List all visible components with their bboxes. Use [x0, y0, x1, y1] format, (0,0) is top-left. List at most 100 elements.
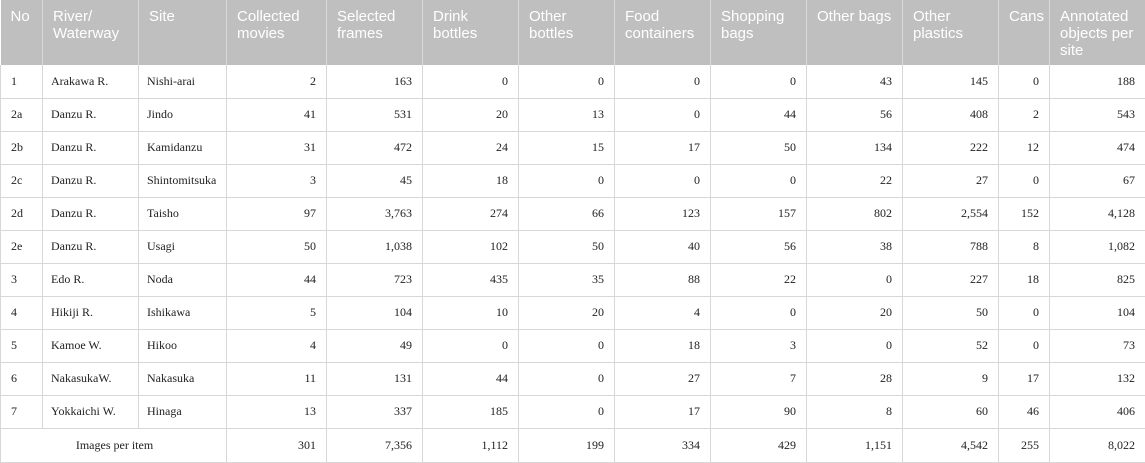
header-river: River/ Waterway [43, 0, 139, 65]
cell-cans: 46 [999, 395, 1050, 428]
cell-collected-movies: 11 [227, 362, 327, 395]
cell-other-bottles: 20 [519, 296, 615, 329]
cell-selected-frames: 45 [327, 164, 423, 197]
cell-selected-frames: 472 [327, 131, 423, 164]
cell-river: Kamoe W. [43, 329, 139, 362]
total-selected-frames: 7,356 [327, 428, 423, 462]
header-row: No River/ Waterway Site Collected movies… [1, 0, 1145, 65]
cell-other-plastics: 145 [903, 65, 999, 98]
cell-selected-frames: 3,763 [327, 197, 423, 230]
cell-food-containers: 18 [615, 329, 711, 362]
cell-drink-bottles: 435 [423, 263, 519, 296]
cell-drink-bottles: 20 [423, 98, 519, 131]
cell-other-bottles: 0 [519, 164, 615, 197]
cell-other-bags: 0 [807, 329, 903, 362]
cell-cans: 18 [999, 263, 1050, 296]
cell-collected-movies: 3 [227, 164, 327, 197]
cell-no: 4 [1, 296, 43, 329]
cell-no: 2a [1, 98, 43, 131]
header-collected-movies: Collected movies [227, 0, 327, 65]
cell-drink-bottles: 44 [423, 362, 519, 395]
cell-site: Nakasuka [139, 362, 227, 395]
header-other-bags: Other bags [807, 0, 903, 65]
cell-other-plastics: 9 [903, 362, 999, 395]
cell-collected-movies: 44 [227, 263, 327, 296]
cell-no: 5 [1, 329, 43, 362]
total-annotated-objects: 8,022 [1050, 428, 1145, 462]
cell-cans: 12 [999, 131, 1050, 164]
cell-no: 3 [1, 263, 43, 296]
cell-drink-bottles: 10 [423, 296, 519, 329]
cell-food-containers: 0 [615, 164, 711, 197]
cell-selected-frames: 131 [327, 362, 423, 395]
cell-site: Shintomitsuka [139, 164, 227, 197]
total-other-bottles: 199 [519, 428, 615, 462]
cell-other-plastics: 60 [903, 395, 999, 428]
cell-drink-bottles: 0 [423, 329, 519, 362]
cell-selected-frames: 49 [327, 329, 423, 362]
cell-selected-frames: 163 [327, 65, 423, 98]
cell-shopping-bags: 44 [711, 98, 807, 131]
cell-collected-movies: 50 [227, 230, 327, 263]
cell-selected-frames: 337 [327, 395, 423, 428]
cell-other-plastics: 2,554 [903, 197, 999, 230]
cell-collected-movies: 13 [227, 395, 327, 428]
cell-other-plastics: 52 [903, 329, 999, 362]
cell-drink-bottles: 274 [423, 197, 519, 230]
cell-annotated-objects: 543 [1050, 98, 1145, 131]
cell-shopping-bags: 50 [711, 131, 807, 164]
cell-river: Arakawa R. [43, 65, 139, 98]
cell-other-bags: 134 [807, 131, 903, 164]
cell-site: Hinaga [139, 395, 227, 428]
cell-food-containers: 4 [615, 296, 711, 329]
cell-annotated-objects: 825 [1050, 263, 1145, 296]
cell-other-plastics: 222 [903, 131, 999, 164]
cell-drink-bottles: 18 [423, 164, 519, 197]
cell-annotated-objects: 406 [1050, 395, 1145, 428]
header-shopping-bags: Shopping bags [711, 0, 807, 65]
cell-river: Danzu R. [43, 131, 139, 164]
cell-drink-bottles: 185 [423, 395, 519, 428]
cell-other-plastics: 408 [903, 98, 999, 131]
cell-river: Danzu R. [43, 197, 139, 230]
total-other-plastics: 4,542 [903, 428, 999, 462]
cell-drink-bottles: 102 [423, 230, 519, 263]
cell-shopping-bags: 0 [711, 65, 807, 98]
cell-food-containers: 0 [615, 65, 711, 98]
cell-site: Nishi-arai [139, 65, 227, 98]
cell-selected-frames: 531 [327, 98, 423, 131]
cell-river: Hikiji R. [43, 296, 139, 329]
header-other-plastics: Other plastics [903, 0, 999, 65]
cell-food-containers: 0 [615, 98, 711, 131]
cell-no: 6 [1, 362, 43, 395]
cell-shopping-bags: 0 [711, 296, 807, 329]
cell-shopping-bags: 7 [711, 362, 807, 395]
total-food-containers: 334 [615, 428, 711, 462]
cell-food-containers: 27 [615, 362, 711, 395]
cell-shopping-bags: 56 [711, 230, 807, 263]
cell-selected-frames: 1,038 [327, 230, 423, 263]
cell-annotated-objects: 474 [1050, 131, 1145, 164]
total-cans: 255 [999, 428, 1050, 462]
cell-other-bags: 22 [807, 164, 903, 197]
header-food-containers: Food containers [615, 0, 711, 65]
cell-annotated-objects: 104 [1050, 296, 1145, 329]
cell-site: Jindo [139, 98, 227, 131]
cell-selected-frames: 723 [327, 263, 423, 296]
cell-river: Edo R. [43, 263, 139, 296]
cell-no: 2c [1, 164, 43, 197]
cell-drink-bottles: 0 [423, 65, 519, 98]
cell-annotated-objects: 67 [1050, 164, 1145, 197]
cell-shopping-bags: 0 [711, 164, 807, 197]
cell-collected-movies: 31 [227, 131, 327, 164]
cell-other-bags: 43 [807, 65, 903, 98]
